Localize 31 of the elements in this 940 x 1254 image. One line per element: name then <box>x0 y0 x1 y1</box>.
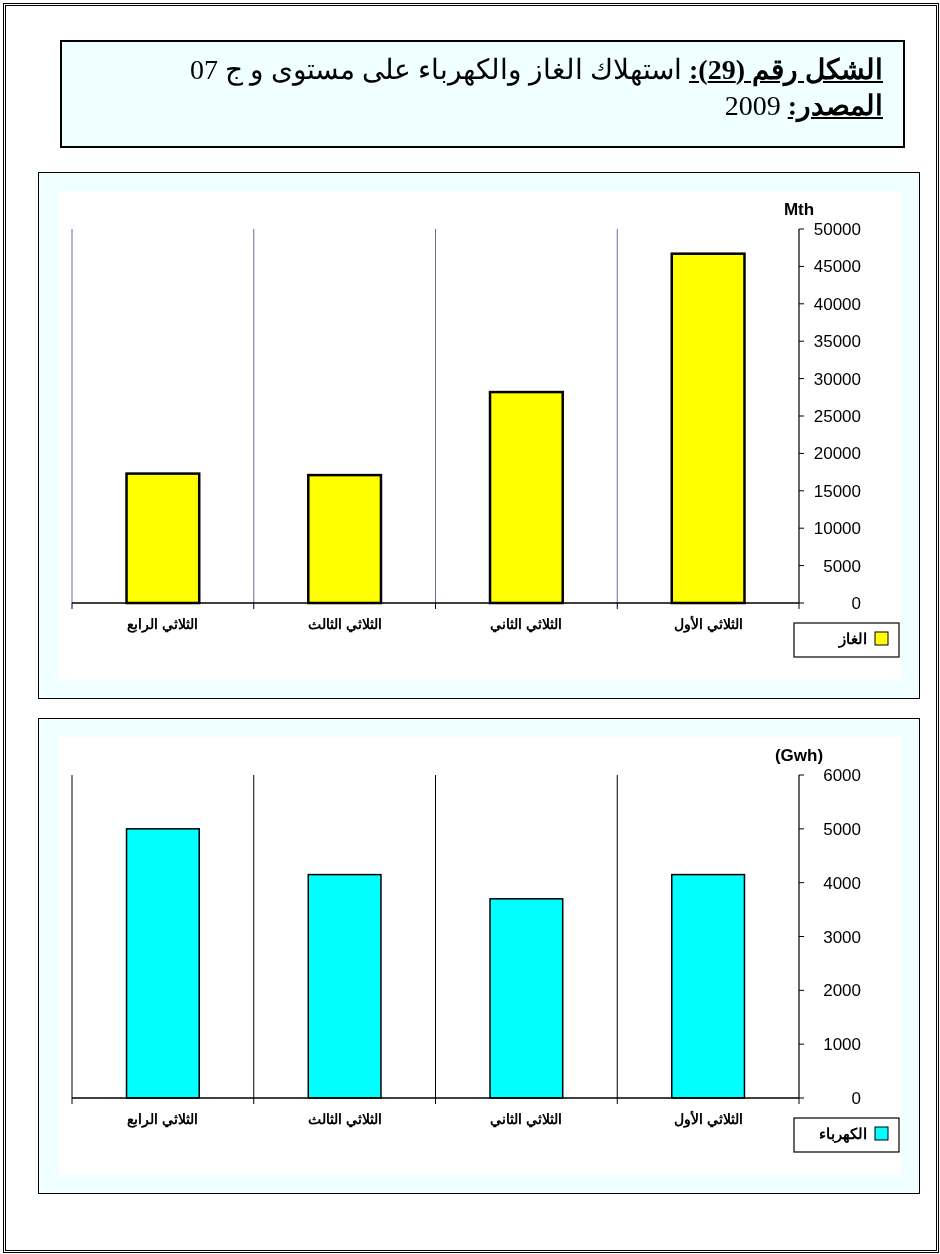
x-tick-label: الثلاثي الثالث <box>307 616 382 633</box>
y-tick-label: 4000 <box>823 873 861 893</box>
y-tick-label: 15000 <box>813 481 861 501</box>
y-tick-label: 50000 <box>813 220 861 239</box>
y-tick-label: 20000 <box>813 444 861 464</box>
y-axis-title: Mth <box>783 200 815 219</box>
x-tick-label: الثلاثي الثالث <box>307 1111 382 1128</box>
y-axis-title: (Gwh) <box>774 746 824 765</box>
y-tick-label: 0 <box>851 1089 861 1108</box>
y-tick-label: 30000 <box>813 369 861 389</box>
y-tick-label: 5000 <box>823 819 861 839</box>
x-tick-label: الثلاثي الرابع <box>127 616 199 633</box>
x-tick-label: الثلاثي الأول <box>673 615 743 633</box>
x-tick-label: الثلاثي الثاني <box>490 1111 563 1128</box>
chart-title: الشكل رقم (29): استهلاك الغاز والكهرباء على مستوى و ج 07 <box>189 53 883 88</box>
x-tick-label: الثلاثي الرابع <box>127 1111 199 1128</box>
y-tick-label: 25000 <box>813 407 861 426</box>
y-tick-label: 2000 <box>823 981 861 1001</box>
y-tick-label: 5000 <box>823 556 861 576</box>
x-tick-label: الثلاثي الأول <box>673 1110 743 1128</box>
y-tick-label: 6000 <box>823 766 861 785</box>
y-tick-label: 0 <box>851 594 861 613</box>
y-tick-label: 3000 <box>823 927 861 947</box>
y-tick-label: 35000 <box>813 332 861 352</box>
y-tick-label: 10000 <box>813 519 861 539</box>
y-tick-label: 40000 <box>813 294 861 314</box>
x-tick-label: الثلاثي الثاني <box>490 616 563 633</box>
y-tick-label: 45000 <box>813 257 861 277</box>
legend-label: الغاز <box>838 630 867 648</box>
legend-label: الكهرباء <box>819 1125 867 1143</box>
y-tick-label: 1000 <box>823 1035 861 1055</box>
